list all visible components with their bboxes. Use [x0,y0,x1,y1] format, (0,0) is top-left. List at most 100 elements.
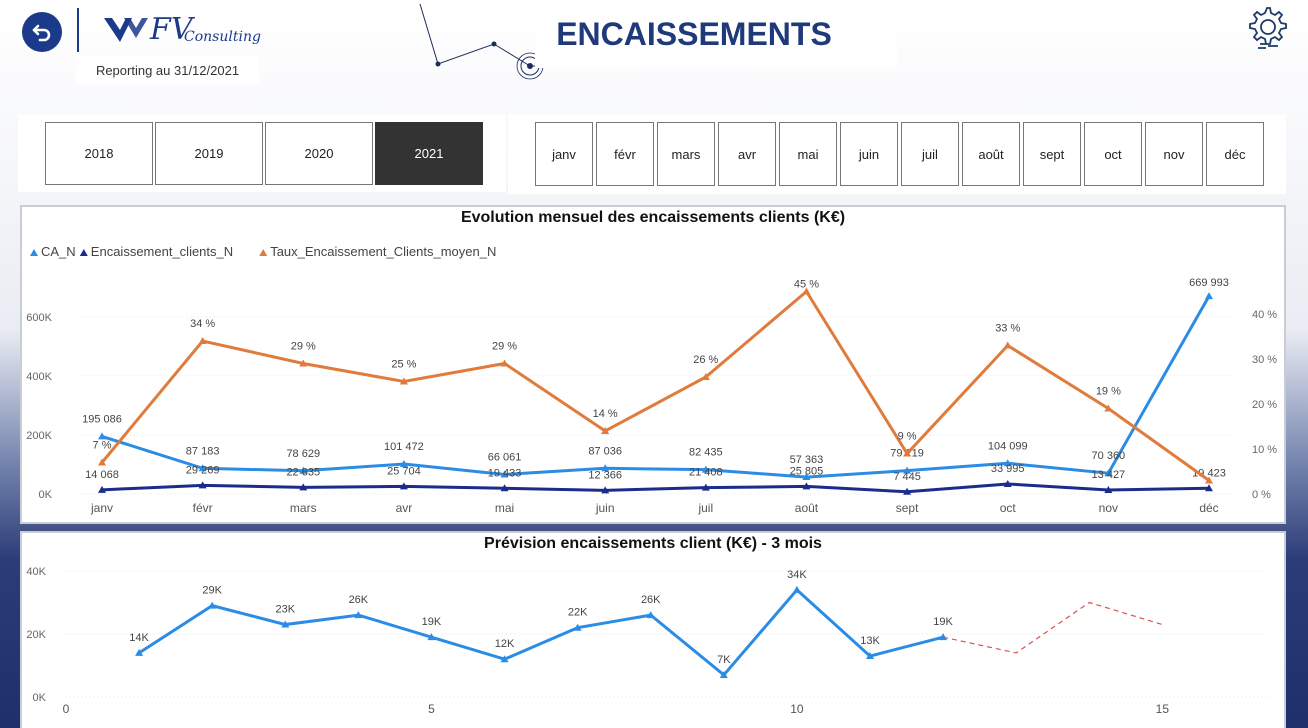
series-1-point-0 [98,485,106,493]
forecast-point-1 [208,601,217,609]
series-0-data-label-7: 57 363 [790,454,824,466]
x-tick-label: 10 [790,702,804,716]
year-button-2018[interactable]: 2018 [45,122,153,185]
series-1-point-6 [701,483,710,491]
forecast-point-0 [135,648,144,656]
month-button-8[interactable]: sept [1023,122,1081,186]
y-tick-label: 400K [26,371,52,383]
series-1-point-1 [198,481,207,489]
legend-label-1[interactable]: Encaissement_clients_N [91,244,233,259]
y2-tick-label: 30 % [1252,354,1277,366]
x-tick-label: févr [193,501,213,515]
month-slicer: janv févr mars avr mai juin juil août sept oct nov… [508,114,1286,194]
forecast-data-label-0: 14K [129,632,149,644]
back-button[interactable] [22,12,62,52]
legend-marker-1 [79,249,88,256]
series-2-data-label-4: 29 % [492,341,517,353]
chart1-title: Evolution mensuel des encaissements clie… [460,209,846,226]
year-button-2021[interactable]: 2021 [375,122,483,185]
series-0-point-6 [701,465,710,473]
series-2-point-3 [399,377,408,385]
series-2-point-0 [98,458,106,466]
series-0-data-label-4: 66 061 [488,451,522,463]
series-2-data-label-9: 33 % [995,323,1020,335]
series-1-point-7 [802,482,811,490]
month-button-6[interactable]: juil [901,122,959,186]
series-1-data-label-6: 21 408 [689,467,723,479]
series-line-1 [101,482,1210,494]
series-0-point-5 [601,464,610,472]
series-1-data-label-1: 29 269 [186,464,220,476]
month-button-4[interactable]: mai [779,122,837,186]
series-0-data-label-5: 87 036 [588,445,622,457]
settings-gear-icon[interactable] [1246,4,1288,52]
series-1-point-8 [903,487,912,495]
logo-consulting-text: Consulting [184,29,261,45]
series-2-point-10 [1104,404,1113,412]
series-2-point-7 [802,287,811,295]
month-button-11[interactable]: déc [1206,122,1264,186]
month-button-1[interactable]: févr [596,122,654,186]
forecast-chart: Prévision encaissements client (K€) - 3 … [20,531,1286,728]
series-1-point-4 [500,484,509,492]
forecast-point-5 [500,655,509,663]
series-0-data-label-0: 195 086 [82,413,122,425]
month-button-5[interactable]: juin [840,122,898,186]
forecast-point-6 [573,623,582,631]
chart1-svg: CA_N Encaissement_clients_N Taux_Encaissem… [26,244,1277,515]
x-tick-label: oct [1000,501,1017,515]
forecast-data-label-8: 7K [717,654,731,666]
series-2-data-label-8: 9 % [898,431,917,443]
series-1-point-2 [299,483,308,491]
series-1-point-11 [1205,484,1213,492]
year-button-2020[interactable]: 2020 [265,122,373,185]
series-2-point-9 [1003,341,1012,349]
series-1-data-label-5: 12 366 [588,469,622,481]
back-arrow-icon [32,24,51,42]
series-1-point-10 [1104,486,1113,494]
y2-tick-label: 40 % [1252,309,1277,321]
series-1-data-label-0: 14 068 [85,469,119,481]
x-tick-label: sept [896,501,919,515]
series-0-data-label-1: 87 183 [186,445,220,457]
series-0-data-label-6: 82 435 [689,447,723,459]
y-tick-label: 600K [26,312,52,324]
x-tick-label: nov [1099,501,1118,515]
series-0-point-0 [98,432,106,440]
month-button-9[interactable]: oct [1084,122,1142,186]
month-button-0[interactable]: janv [535,122,593,186]
month-button-10[interactable]: nov [1145,122,1203,186]
year-button-2019[interactable]: 2019 [155,122,263,185]
forecast-series-line-1 [942,601,1163,654]
month-button-7[interactable]: août [962,122,1020,186]
forecast-point-3 [354,611,363,619]
series-1-data-label-2: 22 635 [286,466,320,478]
series-0-data-label-3: 101 472 [384,441,424,453]
series-2-data-label-1: 34 % [190,318,215,330]
series-1-point-5 [601,486,610,494]
forecast-data-label-10: 13K [860,635,880,647]
series-0-data-label-10: 70 360 [1092,450,1126,462]
series-2-data-label-6: 26 % [693,354,718,366]
series-2-data-label-0: 7 % [93,440,112,452]
forecast-data-label-7: 26K [641,594,661,606]
month-button-3[interactable]: avr [718,122,776,186]
series-line-2 [100,289,1210,482]
logo-divider [77,8,79,52]
series-2-data-label-10: 19 % [1096,386,1121,398]
title-box [535,8,897,68]
series-2-point-4 [500,359,509,367]
month-button-2[interactable]: mars [657,122,715,186]
legend-label-0[interactable]: CA_N [41,244,76,259]
x-tick-label: 5 [428,702,435,716]
series-2-point-8 [903,449,912,457]
forecast-data-label-2: 23K [275,604,295,616]
x-tick-label: août [795,501,819,515]
legend-label-2[interactable]: Taux_Encaissement_Clients_moyen_N [270,244,496,259]
series-0-point-8 [903,466,912,474]
series-1-data-label-7: 25 805 [790,465,824,477]
forecast-data-label-4: 19K [422,616,442,628]
legend-marker-0 [30,249,38,256]
y2-tick-label: 10 % [1252,444,1277,456]
x-tick-label: déc [1199,501,1218,515]
